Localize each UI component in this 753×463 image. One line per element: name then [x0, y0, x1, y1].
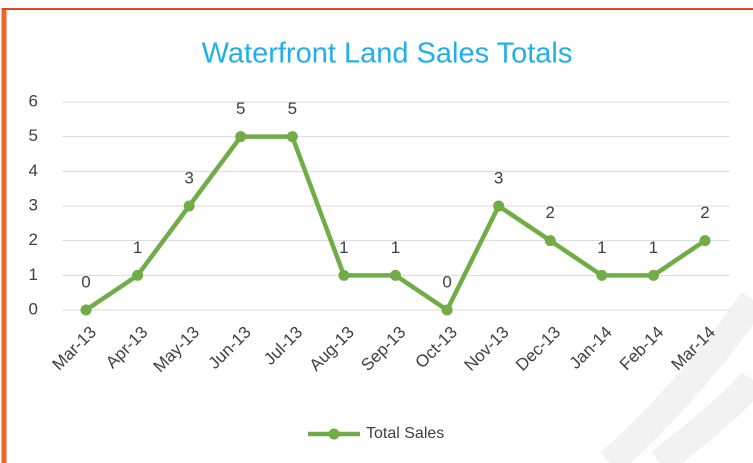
data-point — [390, 269, 401, 281]
data-point — [80, 304, 92, 316]
chart-title: Waterfront Land Sales Totals — [202, 38, 573, 70]
y-tick-label: 2 — [29, 230, 38, 249]
data-point — [699, 235, 711, 247]
data-label: 3 — [494, 168, 503, 187]
data-label: 2 — [700, 203, 709, 222]
data-label: 5 — [288, 99, 297, 118]
legend-label: Total Sales — [366, 425, 444, 442]
data-point — [183, 200, 195, 212]
y-tick-label: 0 — [29, 299, 38, 318]
data-point — [235, 131, 247, 143]
data-point — [493, 200, 505, 212]
data-label: 1 — [597, 238, 606, 257]
data-point — [441, 304, 453, 316]
data-point — [544, 235, 556, 247]
y-tick-label: 5 — [29, 126, 38, 145]
y-tick-label: 4 — [29, 161, 38, 180]
data-point — [132, 269, 144, 281]
data-label: 1 — [649, 238, 658, 257]
y-tick-label: 1 — [29, 265, 38, 284]
legend-marker — [328, 428, 340, 440]
data-point — [596, 269, 608, 281]
data-point — [286, 131, 298, 143]
data-label: 1 — [133, 238, 142, 257]
data-label: 5 — [236, 99, 245, 118]
data-label: 1 — [339, 238, 348, 257]
y-tick-label: 6 — [29, 91, 38, 110]
data-label: 1 — [391, 238, 400, 257]
data-point — [338, 269, 350, 281]
watermark — [600, 292, 753, 463]
data-point — [647, 269, 659, 281]
data-label: 2 — [546, 203, 555, 222]
data-label: 0 — [81, 272, 90, 291]
y-tick-label: 3 — [29, 195, 38, 214]
data-label: 3 — [184, 168, 193, 187]
data-label: 0 — [442, 272, 451, 291]
